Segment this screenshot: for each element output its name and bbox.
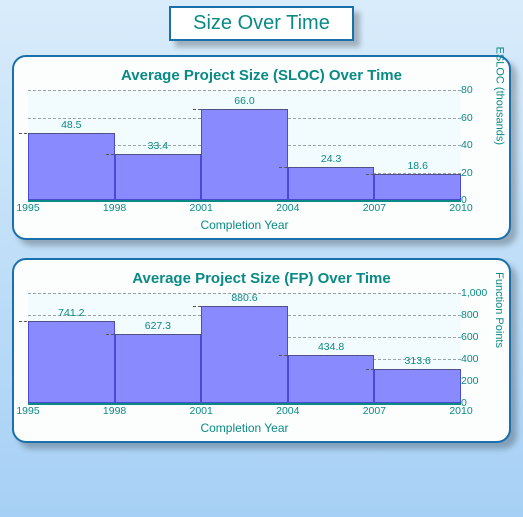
x-tick-label: 1998: [103, 202, 126, 214]
bar-label-line: [279, 355, 374, 356]
x-axis-label: Completion Year: [28, 218, 461, 232]
bar-label-line: [366, 174, 461, 175]
bar-value-label: 18.6: [374, 160, 461, 174]
bar: [288, 167, 375, 200]
x-tick-label: 1998: [103, 405, 126, 417]
x-tick-label: 2004: [276, 405, 299, 417]
x-tick-label: 2001: [190, 202, 213, 214]
x-tick-label: 2004: [276, 202, 299, 214]
bar-value-label: 434.8: [288, 341, 375, 355]
bar-label-line: [19, 133, 114, 134]
bar: [115, 334, 202, 403]
bar-label-line: [19, 321, 114, 322]
chart-title: Average Project Size (SLOC) Over Time: [28, 67, 495, 84]
x-tick-label: 2010: [449, 405, 472, 417]
bar-label-line: [193, 109, 288, 110]
bar: [28, 133, 115, 200]
y-tick-label: 200: [461, 375, 479, 387]
x-tick-label: 1995: [16, 202, 39, 214]
x-tick-label: 2007: [363, 202, 386, 214]
x-ticks: 199519982001200420072010: [28, 202, 461, 218]
plot-inner: 48.533.4 66.0 24.318.6: [28, 90, 461, 202]
y-tick-label: 400: [461, 353, 479, 365]
chart-panel-sloc: Average Project Size (SLOC) Over Time 48.…: [12, 55, 511, 240]
y-axis: 020406080ESLOC (thousands): [461, 90, 495, 200]
charts-container: Average Project Size (SLOC) Over Time 48.…: [12, 55, 511, 443]
bar: [288, 355, 375, 403]
plot-box: 741.2627.3 880.6 434.8313.6: [28, 293, 461, 403]
bar-label-line: [106, 334, 201, 335]
bar-value-label: 48.5: [28, 119, 115, 133]
header: Size Over Time: [12, 6, 511, 41]
y-axis-label: ESLOC (thousands): [493, 47, 505, 145]
x-tick-label: 1995: [16, 405, 39, 417]
bar-label-line: [279, 167, 374, 168]
y-tick-label: 40: [461, 139, 473, 151]
bar-value-label: 66.0: [201, 95, 288, 109]
plot-box: 48.533.4 66.0 24.318.6: [28, 90, 461, 200]
y-axis: 02004006008001,000Function Points: [461, 293, 495, 403]
bar-value-label: 24.3: [288, 153, 375, 167]
bar: [374, 369, 461, 403]
bar-label-line: [366, 369, 461, 370]
page-title: Size Over Time: [169, 6, 354, 41]
bar: [28, 321, 115, 403]
y-axis-label: Function Points: [493, 272, 505, 348]
bar-value-label: 313.6: [374, 355, 461, 369]
plot-inner: 741.2627.3 880.6 434.8313.6: [28, 293, 461, 405]
y-tick-label: 20: [461, 167, 473, 179]
x-ticks: 199519982001200420072010: [28, 405, 461, 421]
chart-area: 741.2627.3880.6434.8313.602004006008001,…: [28, 293, 495, 403]
bar: [201, 306, 288, 403]
bar-label-line: [106, 154, 201, 155]
y-tick-label: 1,000: [461, 287, 487, 299]
bar-value-label: 880.6: [201, 292, 288, 306]
y-tick-label: 60: [461, 112, 473, 124]
bar-value-label: 741.2: [28, 307, 115, 321]
bar: [374, 174, 461, 200]
grid-line: [28, 90, 461, 91]
bar-label-line: [193, 306, 288, 307]
x-tick-label: 2007: [363, 405, 386, 417]
y-tick-label: 80: [461, 84, 473, 96]
page: Size Over Time Average Project Size (SLO…: [0, 0, 523, 473]
chart-title: Average Project Size (FP) Over Time: [28, 270, 495, 287]
x-tick-label: 2010: [449, 202, 472, 214]
y-tick-label: 600: [461, 331, 479, 343]
x-axis-label: Completion Year: [28, 421, 461, 435]
x-tick-label: 2001: [190, 405, 213, 417]
bar: [115, 154, 202, 200]
chart-area: 48.533.466.024.318.6020406080ESLOC (thou…: [28, 90, 495, 200]
bar-value-label: 627.3: [115, 320, 202, 334]
bar: [201, 109, 288, 200]
bar-value-label: 33.4: [115, 140, 202, 154]
chart-panel-fp: Average Project Size (FP) Over Time 741.2…: [12, 258, 511, 443]
y-tick-label: 800: [461, 309, 479, 321]
